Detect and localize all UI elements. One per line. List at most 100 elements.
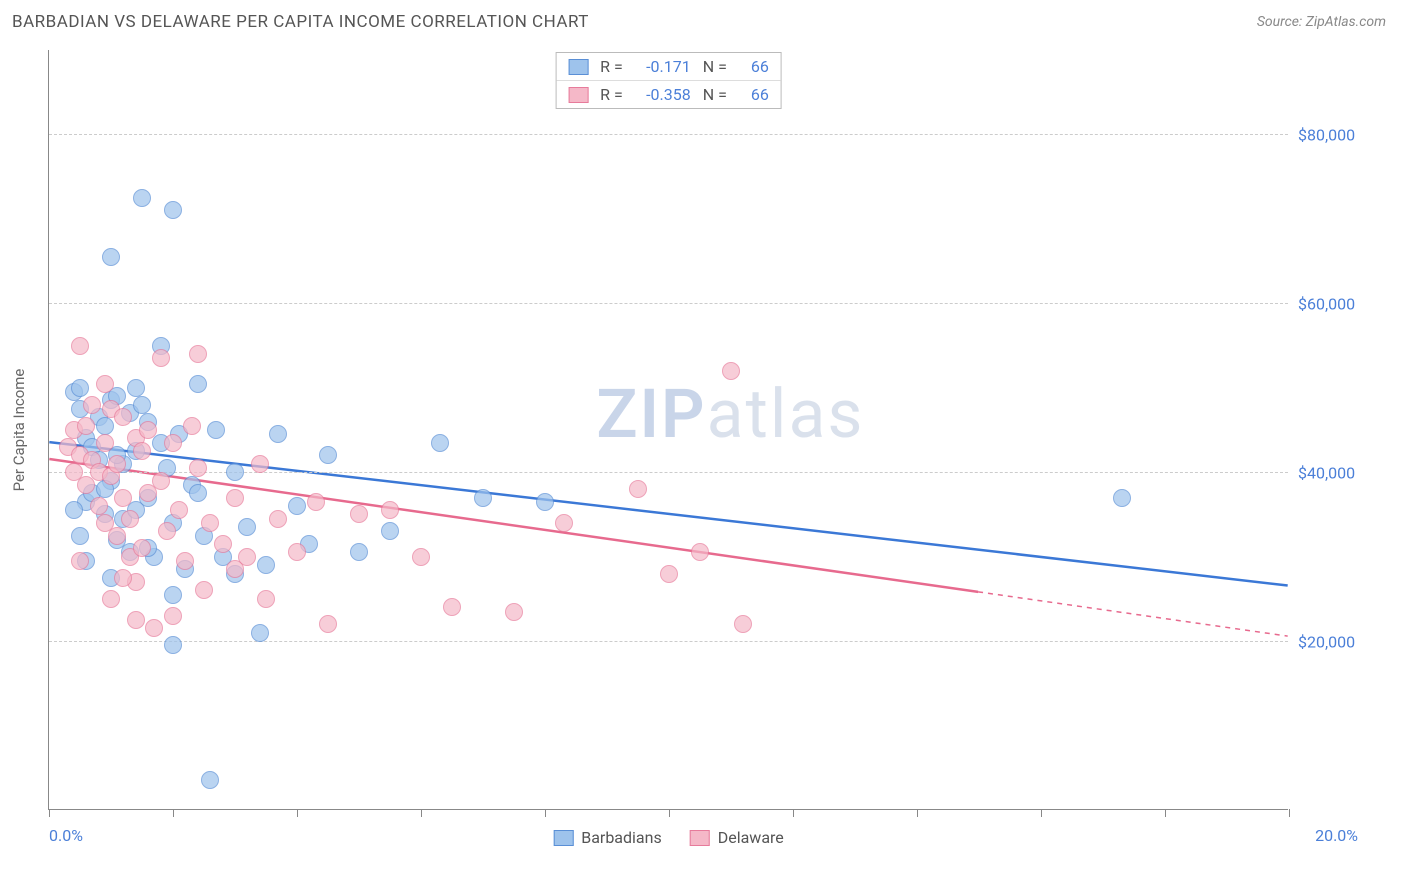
legend-series-item: Delaware [690, 828, 784, 847]
data-point [158, 522, 176, 540]
data-point [133, 396, 151, 414]
data-point [257, 556, 275, 574]
data-point [127, 379, 145, 397]
data-point [350, 505, 368, 523]
data-point [83, 396, 101, 414]
trend-lines [49, 50, 1288, 809]
data-point [505, 603, 523, 621]
legend-swatch [568, 59, 588, 75]
data-point [102, 590, 120, 608]
data-point [257, 590, 275, 608]
x-tick [297, 809, 298, 817]
data-point [691, 543, 709, 561]
source-attribution: Source: ZipAtlas.com [1257, 14, 1386, 30]
data-point [307, 493, 325, 511]
data-point [207, 421, 225, 439]
data-point [201, 514, 219, 532]
data-point [251, 624, 269, 642]
data-point [133, 189, 151, 207]
x-tick [49, 809, 50, 817]
data-point [96, 434, 114, 452]
legend-stat-row: R =-0.358N =66 [556, 81, 781, 108]
legend-series-label: Delaware [718, 828, 784, 847]
x-tick [173, 809, 174, 817]
y-tick-label: $20,000 [1298, 633, 1388, 652]
data-point [176, 552, 194, 570]
data-point [189, 484, 207, 502]
data-point [96, 417, 114, 435]
r-value: -0.358 [635, 85, 691, 104]
legend-swatch [568, 87, 588, 103]
data-point [189, 345, 207, 363]
data-point [102, 248, 120, 266]
x-tick [669, 809, 670, 817]
data-point [183, 417, 201, 435]
grid-line: $20,000 [49, 641, 1288, 642]
data-point [127, 611, 145, 629]
data-point [443, 598, 461, 616]
x-tick [1289, 809, 1290, 817]
data-point [139, 421, 157, 439]
data-point [319, 446, 337, 464]
x-tick [1041, 809, 1042, 817]
n-value: 66 [739, 57, 769, 76]
data-point [108, 527, 126, 545]
x-tick [421, 809, 422, 817]
chart-title: BARBADIAN VS DELAWARE PER CAPITA INCOME … [12, 12, 589, 32]
data-point [238, 548, 256, 566]
data-point [722, 362, 740, 380]
data-point [269, 425, 287, 443]
legend-series-label: Barbadians [581, 828, 662, 847]
y-axis-title: Per Capita Income [10, 368, 28, 491]
x-axis-max-label: 20.0% [1315, 826, 1358, 845]
x-tick [793, 809, 794, 817]
data-point [269, 510, 287, 528]
y-tick-label: $60,000 [1298, 295, 1388, 314]
data-point [71, 379, 89, 397]
data-point [152, 472, 170, 490]
data-point [71, 337, 89, 355]
data-point [189, 459, 207, 477]
r-label: R = [600, 85, 623, 104]
legend-stat-row: R =-0.171N =66 [556, 53, 781, 81]
data-point [629, 480, 647, 498]
grid-line: $80,000 [49, 134, 1288, 135]
data-point [226, 463, 244, 481]
data-point [164, 586, 182, 604]
legend-swatch [690, 830, 710, 846]
data-point [114, 569, 132, 587]
data-point [71, 552, 89, 570]
data-point [189, 375, 207, 393]
data-point [114, 408, 132, 426]
legend-series-item: Barbadians [553, 828, 662, 847]
data-point [164, 607, 182, 625]
x-axis-min-label: 0.0% [49, 826, 83, 845]
data-point [555, 514, 573, 532]
data-point [474, 489, 492, 507]
watermark: ZIPatlas [596, 374, 864, 454]
data-point [96, 375, 114, 393]
y-tick-label: $80,000 [1298, 126, 1388, 145]
data-point [114, 489, 132, 507]
data-point [431, 434, 449, 452]
data-point [412, 548, 430, 566]
data-point [121, 510, 139, 528]
data-point [350, 543, 368, 561]
data-point [71, 527, 89, 545]
data-point [133, 442, 151, 460]
data-point [381, 501, 399, 519]
data-point [536, 493, 554, 511]
x-tick [545, 809, 546, 817]
data-point [226, 489, 244, 507]
x-tick [917, 809, 918, 817]
n-label: N = [703, 85, 727, 104]
legend-swatch [553, 830, 573, 846]
x-tick [1165, 809, 1166, 817]
n-label: N = [703, 57, 727, 76]
data-point [238, 518, 256, 536]
data-point [288, 543, 306, 561]
data-point [660, 565, 678, 583]
data-point [319, 615, 337, 633]
data-point [288, 497, 306, 515]
data-point [77, 417, 95, 435]
